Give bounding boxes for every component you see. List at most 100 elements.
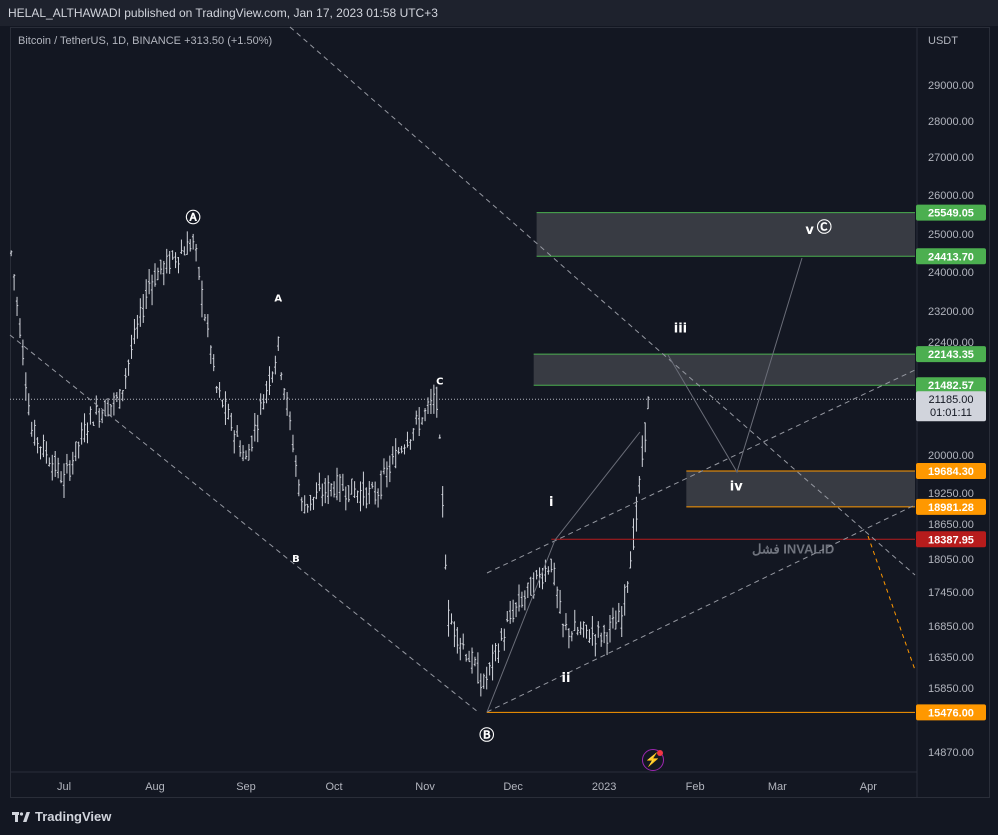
candle — [74, 441, 77, 462]
candle — [150, 274, 154, 306]
candle — [359, 481, 362, 512]
zone-iv — [686, 470, 915, 507]
y-tick-label: 18650.00 — [928, 519, 974, 531]
tradingview-brand[interactable]: TradingView — [12, 809, 111, 824]
candle — [142, 294, 145, 323]
candle — [429, 388, 433, 414]
candle — [423, 408, 427, 422]
target-zone-top — [536, 212, 915, 257]
candle — [103, 399, 107, 417]
chart-area[interactable] — [10, 27, 990, 798]
candle — [224, 391, 227, 425]
candle — [623, 584, 626, 616]
lightning-bolt-icon[interactable]: ⚡ — [642, 749, 664, 771]
price-label-bg — [916, 498, 986, 515]
current-price-text: 21185.00 — [928, 394, 973, 406]
candle — [244, 450, 248, 460]
x-tick-label: Feb — [686, 781, 705, 793]
candle — [139, 298, 142, 327]
candle — [561, 623, 565, 638]
price-label-text: 22143.35 — [928, 349, 974, 361]
x-tick-label: Apr — [860, 781, 877, 793]
candle — [221, 399, 224, 408]
candle — [186, 231, 189, 255]
y-tick-label: 15850.00 — [928, 683, 974, 695]
price-label-badge: 21482.57 — [916, 377, 986, 394]
y-tick-label: 25000.00 — [928, 229, 974, 241]
y-tick-label: 29000.00 — [928, 80, 974, 92]
candle — [36, 437, 39, 454]
y-tick-label: 24000.00 — [928, 267, 974, 279]
candle — [426, 397, 430, 414]
candle — [638, 475, 641, 494]
y-tick-label: 17450.00 — [928, 587, 974, 599]
candle — [420, 417, 424, 425]
candle — [233, 430, 236, 454]
candle — [162, 260, 166, 286]
candle — [285, 392, 289, 416]
x-tick-label: 2023 — [592, 781, 616, 793]
currency-label: USDT — [928, 35, 958, 47]
candle — [644, 422, 647, 453]
price-label-text: 25549.05 — [928, 208, 974, 220]
candle — [92, 421, 95, 426]
candle — [159, 259, 163, 275]
candle — [459, 637, 462, 661]
candle — [485, 666, 488, 690]
candle — [332, 481, 336, 498]
candle — [203, 313, 207, 322]
y-tick-label: 28000.00 — [928, 116, 974, 128]
publisher-line: HELAL_ALTHAWADI published on TradingView… — [8, 6, 438, 20]
candle — [53, 450, 57, 477]
wave-label: iv — [730, 479, 743, 494]
breakdown-projection-line — [867, 535, 916, 671]
candle — [444, 554, 447, 570]
candle — [300, 497, 303, 512]
price-label-badge: 18387.95 — [916, 531, 986, 548]
wave-channel-upper-line — [486, 369, 916, 574]
candle — [382, 458, 386, 475]
candle — [312, 496, 315, 510]
candle — [523, 590, 527, 611]
candle — [183, 246, 186, 256]
price-label-badge: 15476.00 — [916, 704, 986, 721]
candle — [48, 457, 51, 467]
candle — [39, 446, 42, 460]
candle — [391, 446, 394, 465]
price-label-text: 19684.30 — [928, 466, 974, 478]
candle — [297, 479, 301, 497]
candle — [582, 621, 585, 638]
candle — [180, 239, 183, 254]
candle — [406, 431, 409, 448]
candle — [77, 441, 80, 459]
candle — [435, 386, 439, 418]
candle — [62, 463, 66, 499]
wave-label: ii — [562, 671, 571, 686]
wave-label: i — [549, 495, 553, 510]
candle — [191, 233, 195, 250]
candle — [215, 385, 218, 394]
candle — [206, 314, 210, 338]
candle — [353, 481, 356, 498]
candle — [18, 318, 22, 339]
candle — [417, 407, 421, 437]
candle — [100, 409, 104, 424]
x-tick-label: Oct — [326, 781, 343, 793]
candle — [241, 445, 245, 462]
x-tick-label: Aug — [145, 781, 165, 793]
candle — [106, 398, 110, 417]
candle — [573, 609, 576, 632]
candle — [303, 495, 306, 514]
wave-label: C — [436, 376, 443, 387]
candle — [271, 371, 274, 383]
price-label-badge: 24413.70 — [916, 248, 986, 265]
candle — [21, 339, 25, 366]
wave-label: Ⓑ — [479, 726, 494, 744]
y-tick-label: 14870.00 — [928, 747, 974, 759]
candle — [80, 422, 83, 445]
y-tick-label: 23200.00 — [928, 306, 974, 318]
x-tick-label: Mar — [768, 781, 787, 793]
candle — [453, 621, 456, 648]
y-tick-label: 27000.00 — [928, 152, 974, 164]
